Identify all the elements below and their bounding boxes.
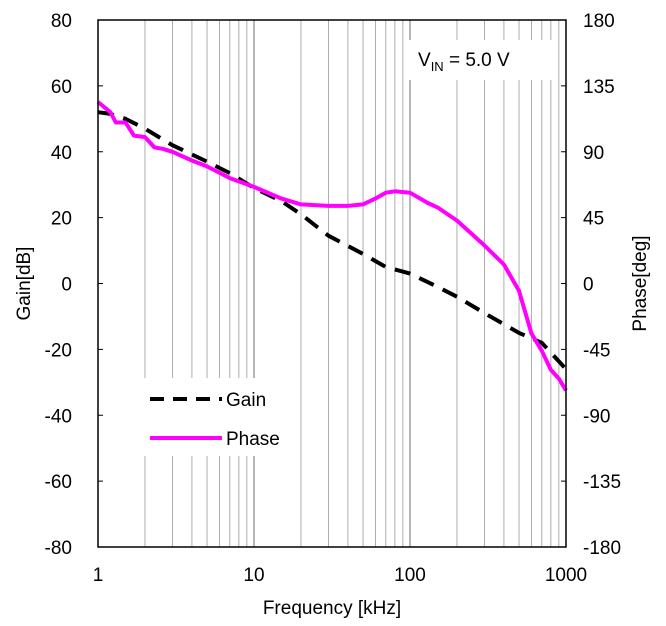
x-axis-title: Frequency [kHz] xyxy=(263,598,401,619)
annotation-text: VIN = 5.0 V xyxy=(418,50,510,74)
right-y-tick-label: 45 xyxy=(583,209,604,230)
legend-phase-label: Phase xyxy=(226,429,280,450)
series-layer xyxy=(96,100,568,392)
legend: Gain Phase xyxy=(140,378,290,456)
legend-background xyxy=(140,378,290,456)
series-line-phase xyxy=(96,100,568,392)
left-y-tick-label: -60 xyxy=(45,472,72,493)
series-line-gain xyxy=(97,110,568,371)
tick-labels: 1 10 100 1000 80 60 40 20 0 -20 -40 -60 -80 180 135 90 4… xyxy=(45,11,622,586)
right-y-tick-label: -135 xyxy=(583,472,621,493)
left-y-tick-label: 80 xyxy=(51,11,72,32)
right-y-tick-label: 135 xyxy=(583,77,615,98)
annotation-suffix: = 5.0 V xyxy=(444,50,510,71)
annotation-box xyxy=(406,40,556,80)
x-tick-label: 1 xyxy=(93,565,104,586)
left-y-tick-label: 20 xyxy=(51,209,72,230)
left-y-tick-label: 60 xyxy=(51,77,72,98)
left-y-tick-label: 0 xyxy=(61,275,72,296)
annotation-prefix: V xyxy=(418,50,431,71)
right-y-tick-label: 90 xyxy=(583,143,604,164)
x-tick-label: 1000 xyxy=(545,565,587,586)
x-tick-label: 100 xyxy=(394,565,426,586)
left-y-tick-label: -40 xyxy=(45,406,72,427)
left-y-axis-title: Gain[dB] xyxy=(14,247,35,321)
left-y-tick-label: 40 xyxy=(51,143,72,164)
right-y-tick-label: -90 xyxy=(583,406,610,427)
legend-gain-label: Gain xyxy=(226,390,266,411)
right-y-tick-label: 180 xyxy=(583,11,615,32)
left-y-tick-label: -80 xyxy=(45,538,72,559)
right-y-tick-label: -180 xyxy=(583,538,621,559)
right-y-tick-label: -45 xyxy=(583,340,610,361)
left-y-tick-label: -20 xyxy=(45,340,72,361)
vin-annotation: VIN = 5.0 V xyxy=(406,40,556,80)
plot-frame xyxy=(97,19,567,548)
x-tick-label: 10 xyxy=(243,565,264,586)
annotation-subscript: IN xyxy=(431,59,444,74)
right-y-axis-title: Phase[deg] xyxy=(630,235,651,331)
grid xyxy=(98,19,566,548)
right-y-tick-label: 0 xyxy=(583,275,594,296)
